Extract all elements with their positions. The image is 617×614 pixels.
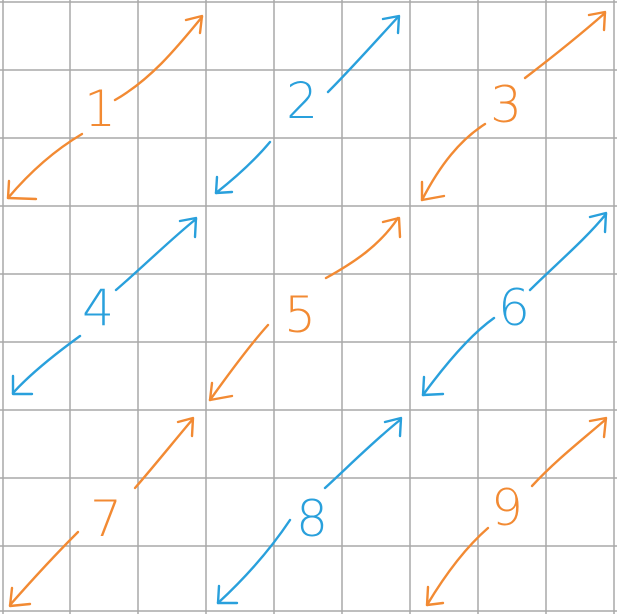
arrow-5-lower-shaft [208,323,270,402]
cell-number-2: 2 [286,72,318,130]
cell-number-3: 3 [490,76,522,134]
arrow-3-lower-head [420,180,446,202]
arrow-8-lower-shaft [216,518,292,605]
arrow-1: 1 [6,14,204,201]
arrow-3-upper-head [587,10,607,32]
arrow-2-lower-shaft [214,140,272,195]
arrow-6-upper-shaft [528,212,608,292]
arrow-7-upper-head [176,416,195,438]
arrow-4: 4 [11,216,198,396]
arrow-5-lower-head [208,381,234,402]
arrow-1-lower-head [6,179,38,201]
arrow-6-lower-head [421,375,445,397]
cell-number-4: 4 [82,279,114,337]
arrow-1-lower-shaft [6,132,84,200]
arrow-8-upper-shaft [323,418,402,490]
arrow-8-upper-head [383,416,403,438]
arrow-4-lower-shaft [11,334,82,395]
arrow-2-upper-head [381,14,401,35]
arrow-2-lower-head [214,175,234,195]
arrow-6: 6 [421,211,608,397]
arrow-3-upper-shaft [523,11,607,80]
arrow-9-lower-head [425,585,445,607]
arrow-2-upper-shaft [326,15,400,94]
arrow-7-lower-shaft [8,530,80,607]
arrow-4-upper-head [178,216,198,239]
arrow-9: 9 [425,416,608,607]
arrow-9-upper-head [588,416,608,439]
arrow-6-lower-shaft [421,316,496,397]
arrow-1-upper-head [184,14,204,35]
arrow-7: 7 [8,416,195,608]
arrows: 1 2 3 [6,10,608,608]
cell-number-9: 9 [491,479,523,537]
arrow-4-upper-shaft [114,217,198,292]
arrow-7-lower-head [8,586,32,608]
cell-number-1: 1 [84,80,116,138]
arrow-3: 3 [420,10,607,202]
arrow-4-lower-head [11,374,34,396]
arrow-8-lower-head [216,584,239,605]
arrow-9-lower-shaft [425,526,490,607]
arrow-2: 2 [214,14,401,195]
arrow-8: 8 [216,416,403,605]
arrow-3-lower-shaft [420,122,487,202]
arrow-9-upper-shaft [530,418,607,488]
arrow-6-upper-head [588,211,608,234]
arrow-1-upper-shaft [113,15,204,102]
cell-number-6: 6 [498,279,530,337]
arrow-7-upper-shaft [133,418,194,490]
arrow-5-upper-head [381,216,402,239]
cell-number-7: 7 [90,490,122,548]
cell-number-8: 8 [296,490,328,548]
arrow-5: 5 [208,216,402,402]
arrow-5-upper-shaft [324,216,400,280]
cell-number-5: 5 [284,286,316,344]
